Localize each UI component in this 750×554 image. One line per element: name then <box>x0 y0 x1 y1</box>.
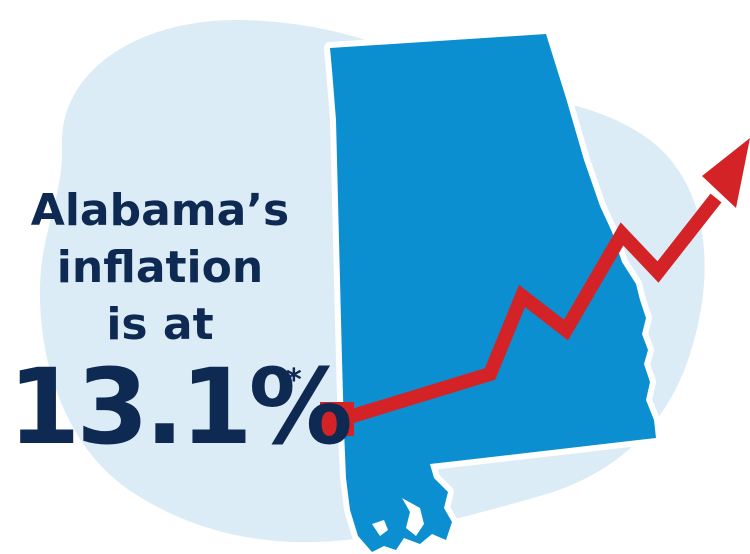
headline-line-2: inflation <box>56 242 264 293</box>
trend-line <box>343 193 722 425</box>
headline-line-1: Alabama’s <box>30 185 290 236</box>
inflation-rate-value: 13.1% <box>8 346 353 468</box>
state-fill <box>330 34 656 552</box>
trend-start-marker <box>320 402 354 436</box>
headline-line-3: is at <box>106 299 214 350</box>
trend-arrowhead <box>702 138 750 208</box>
footnote-marker: * <box>286 363 302 398</box>
coastal-inlet <box>372 520 388 536</box>
mobile-bay-inlet <box>402 498 424 536</box>
headline: Alabama’s inflation is at <box>10 182 310 353</box>
